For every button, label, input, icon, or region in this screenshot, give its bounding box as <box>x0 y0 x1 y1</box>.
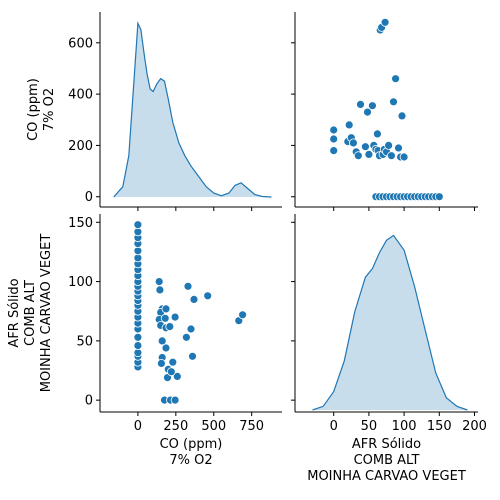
scatter-point <box>166 367 176 377</box>
scatter-point <box>157 336 167 346</box>
co-xtick-label: 750 <box>239 419 264 434</box>
panel-afr-kde: 0 50 100 150 200 <box>291 214 487 434</box>
afr-xlabel-line: COMB ALT <box>354 453 420 468</box>
afr-kde-area <box>312 235 468 410</box>
co-ytick-label: 600 <box>68 36 93 51</box>
scatter-point <box>380 17 390 27</box>
scatter-point <box>391 74 401 84</box>
scatter-point <box>348 138 358 148</box>
co-kde-line <box>113 20 272 198</box>
afr-ylabel-line: COMB ALT <box>23 280 38 346</box>
scatter-point <box>399 152 409 162</box>
co-kde-area <box>113 23 272 197</box>
scatter-point <box>386 151 396 161</box>
scatter-point <box>165 322 175 332</box>
afr-kde-line <box>312 234 468 411</box>
scatter-point <box>155 285 165 295</box>
scatter-point <box>160 313 170 323</box>
panel-afr-vs-co-scatter: 0 50 100 150 0 250 500 750 <box>68 214 282 434</box>
co-ylabel-line: CO (ppm) <box>26 78 41 141</box>
scatter-point <box>161 343 171 353</box>
scatter-point <box>356 100 365 109</box>
scatter-point <box>133 220 143 230</box>
scatter-point <box>389 97 398 107</box>
scatter-point <box>154 277 164 287</box>
scatter-point <box>329 125 339 135</box>
scatter-point <box>156 358 166 368</box>
afr-xtick-label: 150 <box>427 419 452 434</box>
co-ylabel: CO (ppm)7% O2 <box>26 78 57 141</box>
scatter-point <box>363 107 372 117</box>
afr-xlabel: AFR Sólido COMB ALT MOINHA CARVAO VEGET <box>307 437 466 484</box>
scatter-point <box>170 312 180 322</box>
scatter-point <box>360 142 370 152</box>
co-ytick-label: 200 <box>68 139 93 154</box>
co-ylabel-line: 7% O2 <box>42 88 57 131</box>
scatter-point <box>384 140 394 150</box>
scatter-point <box>133 341 143 351</box>
scatter-point <box>238 310 248 320</box>
panel-co-kde: 0 200 400 600 <box>68 12 282 211</box>
scatter-point <box>364 149 374 159</box>
co-ytick-label: 0 <box>85 190 93 205</box>
afr-ytick-label: 0 <box>85 394 93 409</box>
scatter-point <box>181 332 191 342</box>
scatter-point <box>183 281 193 291</box>
scatter-point <box>168 357 178 367</box>
scatter-point <box>170 395 180 405</box>
co-ytick-label: 400 <box>68 88 93 103</box>
co-xtick-label: 250 <box>163 419 188 434</box>
scatter-point <box>203 291 213 301</box>
scatter-point <box>344 120 354 130</box>
scatter-point <box>353 151 363 161</box>
afr-ylabel-line: MOINHA CARVAO VEGET <box>39 234 54 393</box>
afr-xlabel-line: AFR Sólido <box>352 437 421 452</box>
scatter-point <box>186 324 196 334</box>
co-xtick-label: 500 <box>201 419 226 434</box>
scatter-point <box>188 351 197 361</box>
co-xtick-label: 0 <box>134 419 142 434</box>
scatter-point <box>329 134 339 144</box>
scatter-point <box>329 146 339 156</box>
afr-ytick-label: 100 <box>68 275 93 290</box>
panel-co-vs-afr-scatter <box>291 12 478 211</box>
scatter-point <box>133 332 143 342</box>
afr-xtick-label: 50 <box>361 419 378 434</box>
scatter-point <box>172 371 182 381</box>
scatter-point <box>394 143 403 153</box>
afr-ytick-label: 150 <box>68 216 93 231</box>
co-xlabel-line: 7% O2 <box>169 453 212 468</box>
scatter-point <box>189 294 199 304</box>
scatter-point <box>372 129 382 139</box>
co-xlabel: CO (ppm) 7% O2 <box>160 437 223 468</box>
afr-xtick-label: 0 <box>330 419 338 434</box>
afr-ylabel: AFR SólidoCOMB ALTMOINHA CARVAO VEGET <box>7 234 54 393</box>
scatter-point <box>397 111 407 121</box>
afr-xlabel-line: MOINHA CARVAO VEGET <box>307 469 466 484</box>
scatter-point <box>434 192 444 202</box>
afr-ylabel-line: AFR Sólido <box>7 278 22 347</box>
scatter-point <box>367 101 377 111</box>
afr-xtick-label: 100 <box>392 419 417 434</box>
co-xlabel-line: CO (ppm) <box>160 437 223 452</box>
afr-ytick-label: 50 <box>76 334 93 349</box>
afr-xtick-label: 200 <box>462 419 487 434</box>
scatter-point <box>161 304 171 314</box>
